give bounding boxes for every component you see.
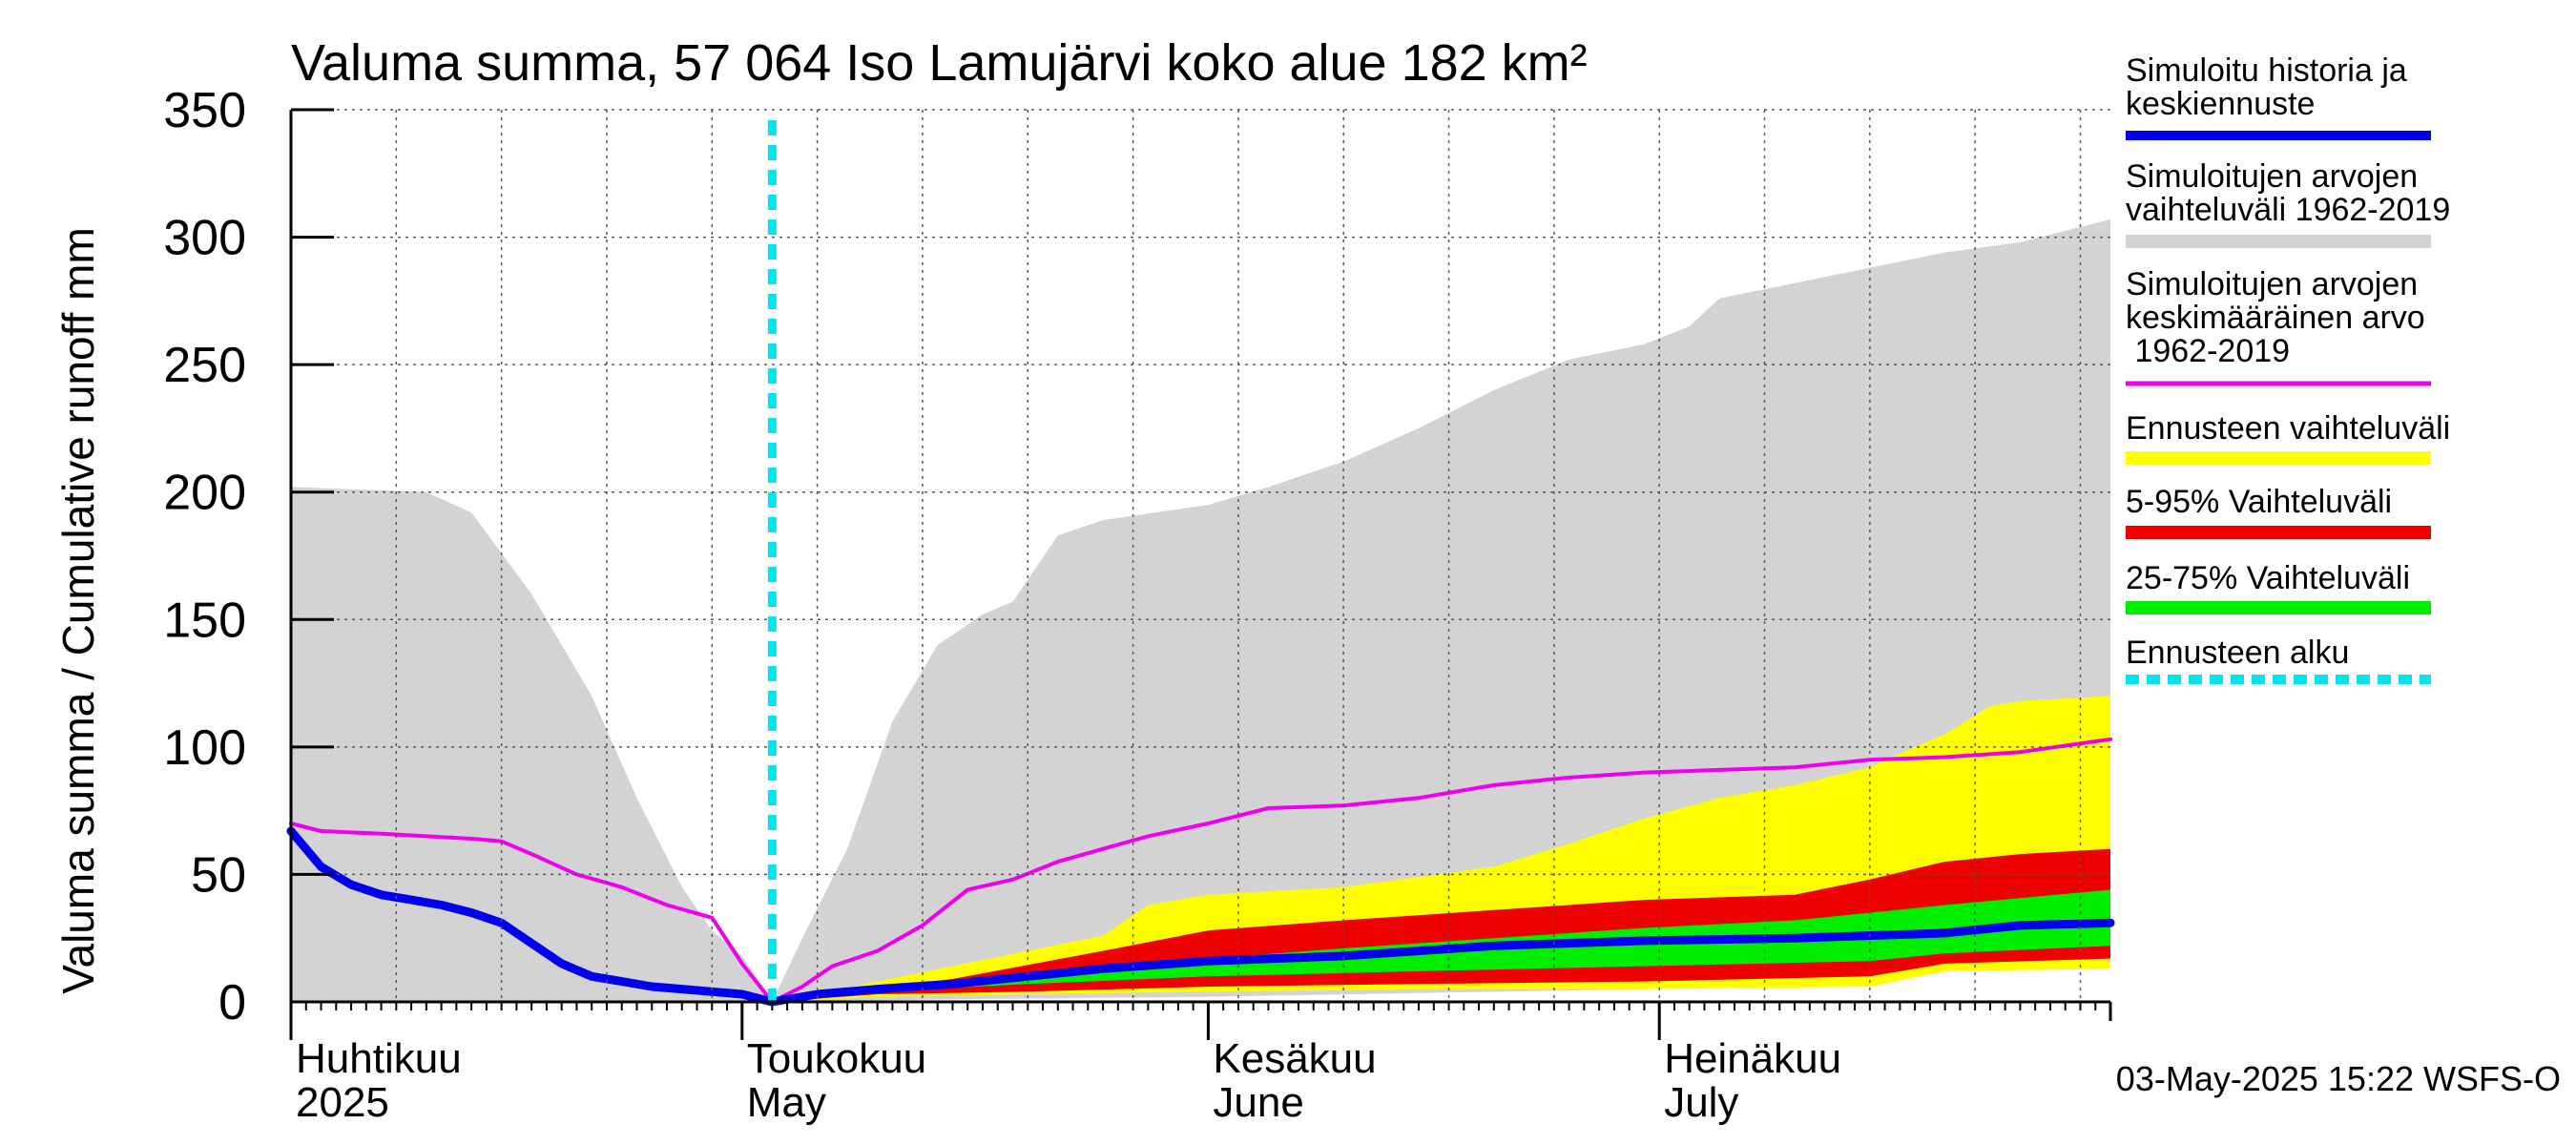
y-tick-label: 300 (163, 211, 246, 266)
chart-title: Valuma summa, 57 064 Iso Lamujärvi koko … (291, 34, 1588, 92)
x-month-label-secondary: May (747, 1079, 826, 1126)
historical-range-band (291, 219, 2110, 1002)
x-month-label-secondary: June (1213, 1079, 1303, 1126)
legend-label: Simuloitujen arvojen keskimääräinen arvo … (2126, 266, 2425, 369)
simulated-median-line (286, 826, 2115, 1007)
legend-label: 25-75% Vaihteluväli (2126, 560, 2410, 596)
y-tick-label: 250 (163, 338, 246, 393)
legend-label: 5-95% Vaihteluväli (2126, 484, 2392, 520)
x-month-label: Kesäkuu (1213, 1035, 1376, 1082)
x-month-label: Huhtikuu (296, 1035, 462, 1082)
y-tick-label: 100 (163, 720, 246, 776)
y-tick-label: 200 (163, 466, 246, 521)
y-tick-label: 350 (163, 83, 246, 138)
band-5-95 (772, 848, 2110, 1002)
y-axis-label: Valuma summa / Cumulative runoff mm (53, 227, 103, 994)
x-month-label-secondary: 2025 (296, 1079, 389, 1126)
legend-label: Simuloitujen arvojen vaihteluväli 1962-20… (2126, 158, 2450, 228)
legend-label: Simuloitu historia ja keskiennuste (2126, 52, 2407, 122)
legend-label: Ennusteen vaihteluväli (2126, 410, 2450, 447)
x-month-label: Heinäkuu (1664, 1035, 1841, 1082)
x-month-label: Toukokuu (747, 1035, 926, 1082)
mean-line (289, 737, 2112, 1004)
legend: Simuloitu historia ja keskiennuste Simuloi… (2126, 52, 2450, 684)
y-tick-label: 0 (218, 975, 246, 1030)
y-tick-label: 150 (163, 593, 246, 648)
y-tick-label: 50 (191, 847, 246, 903)
legend-label: Ennusteen alku (2126, 635, 2349, 671)
timestamp: 03-May-2025 15:22 WSFS-O (2116, 1059, 2561, 1098)
x-month-label-secondary: July (1664, 1079, 1738, 1126)
